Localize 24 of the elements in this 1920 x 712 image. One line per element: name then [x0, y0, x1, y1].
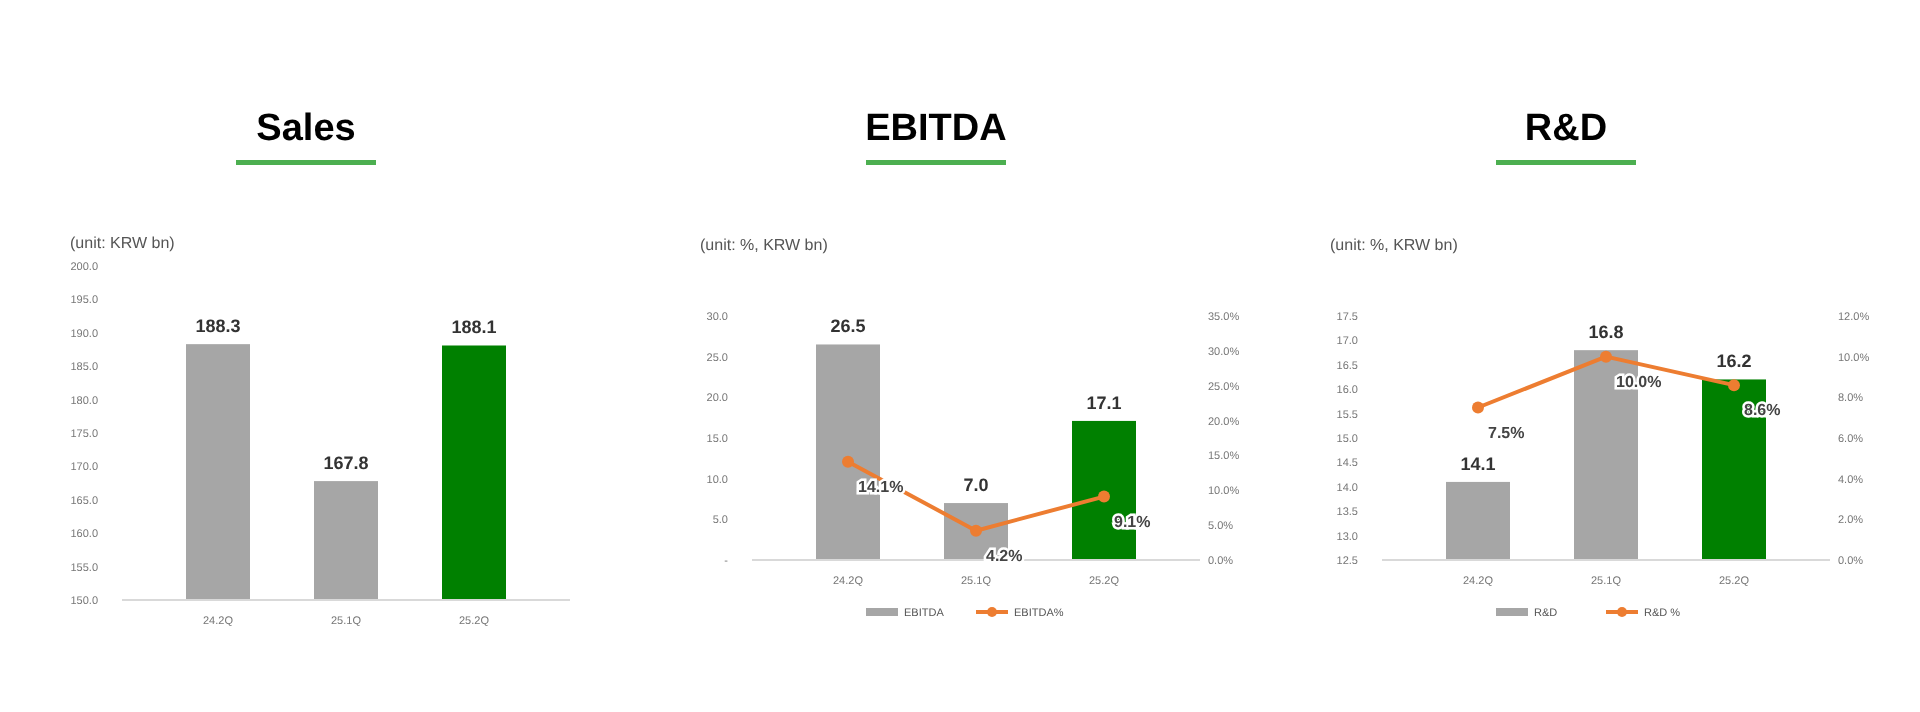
data-label: 16.2: [1716, 351, 1752, 372]
chart-title: Sales: [256, 108, 356, 150]
data-label: 167.8: [323, 453, 369, 474]
chart-subtitle: (unit: %, KRW bn): [700, 236, 829, 254]
point: [1472, 401, 1484, 414]
chart-title: R&D: [1524, 108, 1608, 150]
chart-subtitle: (unit: KRW bn): [70, 234, 176, 252]
point: [970, 524, 982, 537]
chart-subtitle: (unit: %, KRW bn): [1330, 236, 1459, 254]
data-label: 188.1: [451, 317, 497, 338]
data-label: 26.5: [830, 316, 866, 337]
data-label: 16.8: [1588, 322, 1624, 343]
data-label: 7.5%: [1488, 423, 1525, 442]
data-label: 14.1: [1460, 453, 1496, 474]
point: [1098, 490, 1110, 503]
data-label: 17.1: [1086, 392, 1122, 413]
chart-title: EBITDA: [865, 108, 1008, 150]
data-label: 188.3: [195, 316, 241, 337]
point: [1728, 379, 1740, 392]
data-label: 10.0%: [1616, 372, 1662, 391]
point: [1600, 350, 1612, 363]
point: [842, 455, 854, 468]
data-label: 7.0: [963, 475, 989, 496]
data-label: 4.2%: [986, 546, 1023, 565]
